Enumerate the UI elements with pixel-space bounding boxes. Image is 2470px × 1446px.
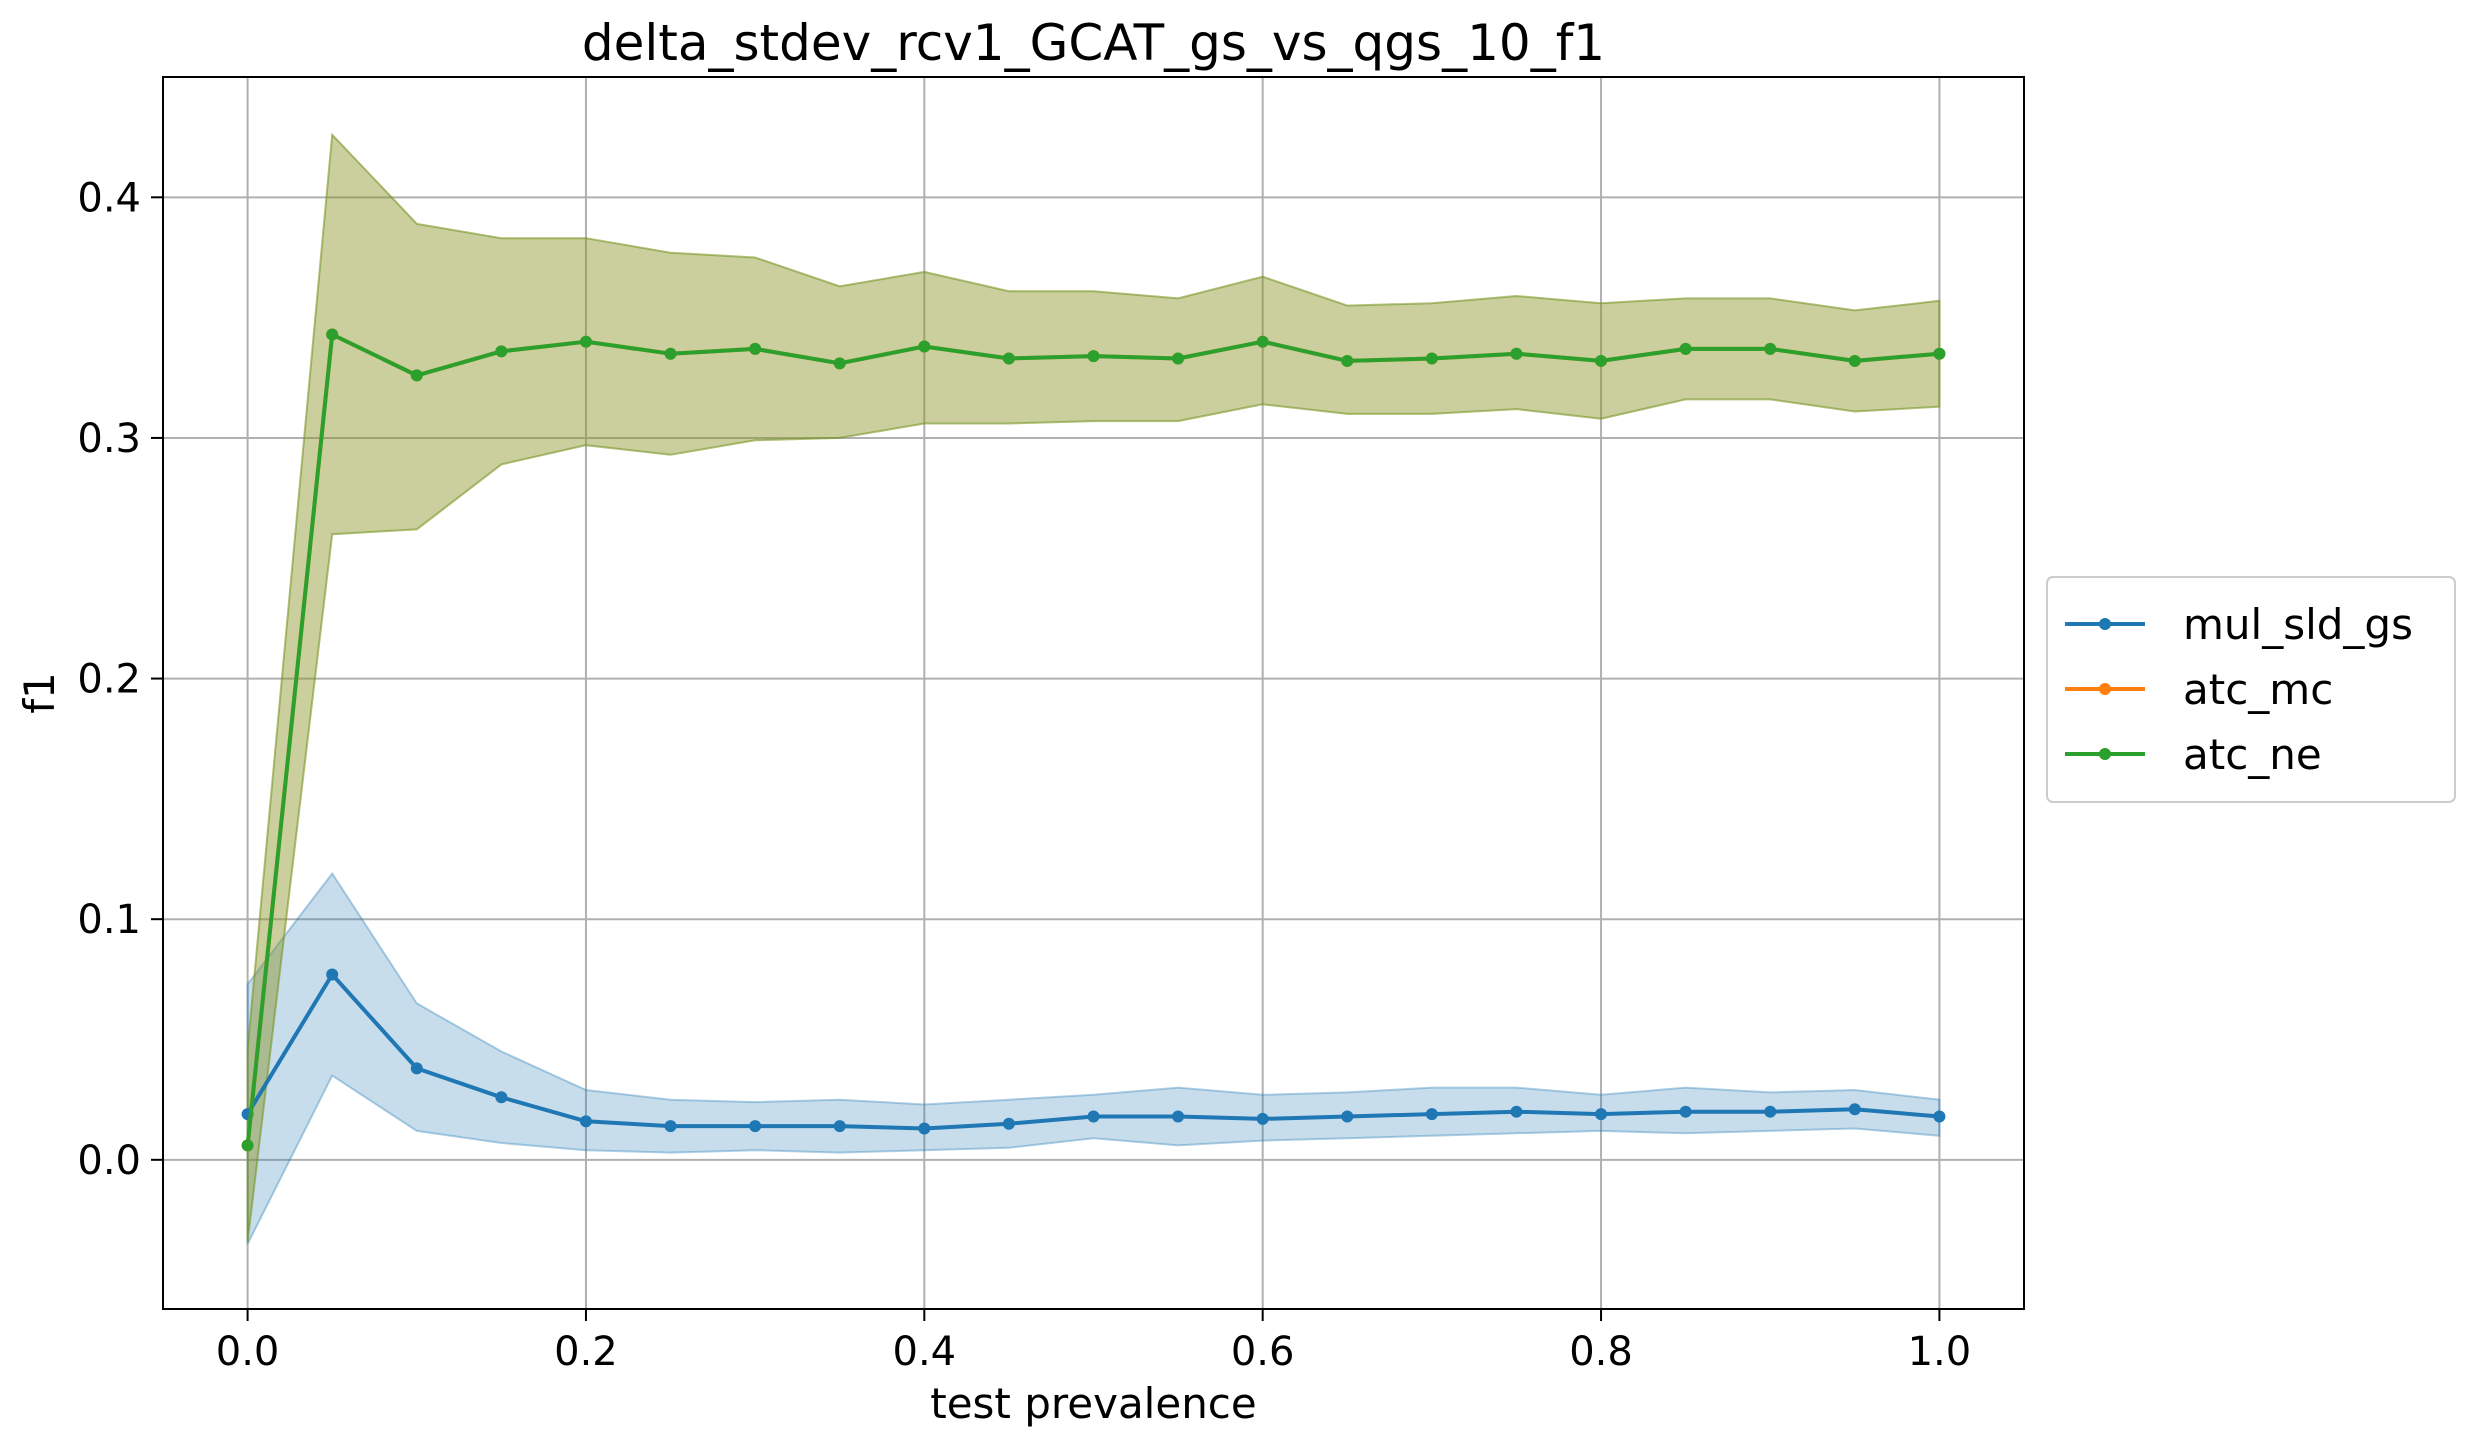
x-tick-label: 0.8 (1569, 1329, 1633, 1375)
x-tick-label: 0.6 (1231, 1329, 1295, 1375)
confidence-band (246, 871, 1941, 1245)
data-point (833, 1120, 846, 1133)
data-point (833, 357, 846, 370)
data-point (1256, 1112, 1269, 1125)
legend-marker (2099, 683, 2111, 695)
data-point (579, 335, 592, 348)
legend-item: atc_mc (2065, 665, 2333, 714)
data-point (918, 1122, 931, 1135)
data-point (664, 1120, 677, 1133)
grid (163, 77, 2024, 1309)
data-point (1087, 350, 1100, 363)
data-point (1764, 1105, 1777, 1118)
x-tick-label: 0.2 (554, 1329, 618, 1375)
plot-frame (162, 76, 2025, 1310)
data-point (749, 1120, 762, 1133)
x-tick-label: 0.0 (216, 1329, 280, 1375)
x-axis-label: test prevalence (930, 1379, 1257, 1428)
data-point (1341, 354, 1354, 367)
x-axis-ticks: 0.0 0.2 0.4 0.6 0.8 1.0 (216, 1309, 1971, 1375)
chart-title: delta_stdev_rcv1_GCAT_gs_vs_qgs_10_f1 (582, 14, 1605, 72)
data-point (1425, 352, 1438, 365)
legend: mul_sld_gs atc_mc atc_ne (2046, 576, 2456, 803)
data-point (1256, 335, 1269, 348)
legend-label: atc_ne (2183, 730, 2322, 779)
y-tick-label: 0.3 (77, 416, 141, 462)
y-tick-label: 0.2 (77, 657, 141, 703)
data-point (1595, 354, 1608, 367)
data-point (1002, 352, 1015, 365)
data-point (1002, 1117, 1015, 1130)
data-point (1172, 352, 1185, 365)
data-point (1679, 342, 1692, 355)
y-tick-label: 0.0 (77, 1138, 141, 1184)
data-point (1764, 342, 1777, 355)
data-point (1848, 1103, 1861, 1116)
series-lines (241, 328, 1946, 1152)
data-point (664, 347, 677, 360)
y-axis-ticks: 0.0 0.1 0.2 0.3 0.4 (77, 175, 163, 1184)
y-tick-label: 0.1 (77, 897, 141, 943)
data-point (1933, 347, 1946, 360)
data-point (410, 369, 423, 382)
data-point (1172, 1110, 1185, 1123)
data-point (1087, 1110, 1100, 1123)
data-point (326, 968, 339, 981)
legend-marker (2099, 748, 2111, 760)
data-point (749, 342, 762, 355)
legend-item: atc_ne (2065, 730, 2322, 779)
legend-marker (2099, 618, 2111, 630)
data-point (579, 1115, 592, 1128)
data-point (326, 328, 339, 341)
data-point (918, 340, 931, 353)
x-tick-label: 0.4 (893, 1329, 957, 1375)
confidence-band (246, 132, 1941, 1242)
data-point (1341, 1110, 1354, 1123)
x-tick-label: 1.0 (1908, 1329, 1972, 1375)
data-point (1933, 1110, 1946, 1123)
data-point (1425, 1108, 1438, 1121)
confidence-band (246, 132, 1941, 1242)
y-axis-label: f1 (15, 672, 64, 714)
legend-label: mul_sld_gs (2183, 600, 2413, 649)
data-point (1679, 1105, 1692, 1118)
series-mul_sld_gs (241, 968, 1946, 1135)
confidence-bands (246, 132, 1941, 1245)
y-tick-label: 0.4 (77, 175, 141, 221)
data-point (1848, 354, 1861, 367)
legend-box (2046, 576, 2456, 803)
data-point (495, 345, 508, 358)
data-point (1510, 1105, 1523, 1118)
legend-item: mul_sld_gs (2065, 600, 2413, 649)
legend-label: atc_mc (2183, 665, 2333, 714)
data-point (241, 1139, 254, 1152)
data-point (495, 1091, 508, 1104)
series-atc_ne (241, 328, 1946, 1152)
data-point (1595, 1108, 1608, 1121)
data-point (1510, 347, 1523, 360)
data-point (410, 1062, 423, 1075)
